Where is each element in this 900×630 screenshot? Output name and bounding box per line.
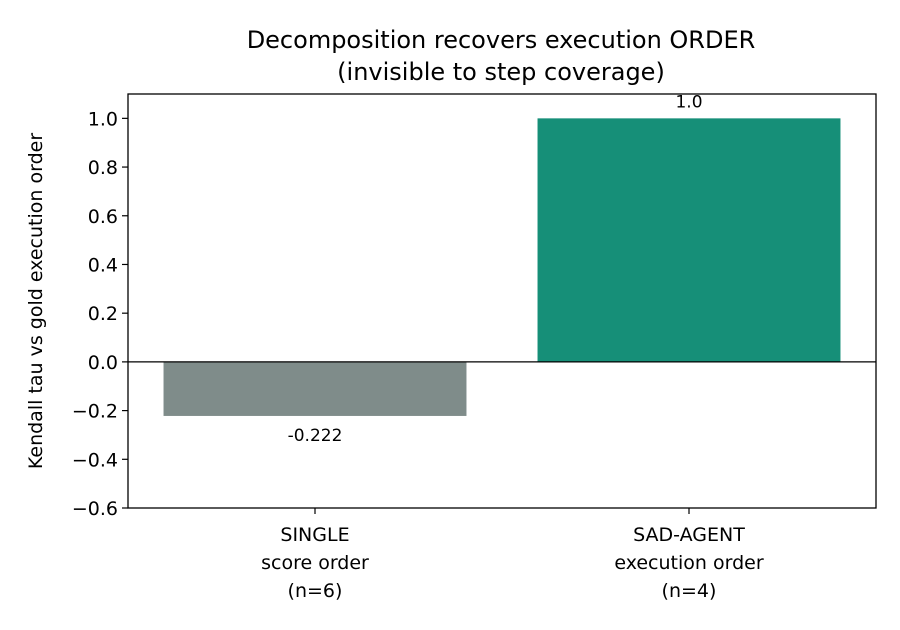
x-tick-label: SAD-AGENT	[633, 524, 745, 546]
x-tick-label: score order	[261, 552, 369, 574]
y-tick-label: −0.6	[72, 498, 118, 520]
x-tick-label: execution order	[614, 552, 763, 574]
y-tick-label: 0.2	[88, 303, 118, 325]
bars	[163, 118, 841, 416]
chart-title-line-2: (invisible to step coverage)	[337, 58, 665, 86]
y-tick-label: 0.0	[88, 352, 118, 374]
bar-value-label: 1.0	[675, 92, 702, 112]
value-labels: -0.222 1.0	[288, 92, 703, 446]
y-tick-label: −0.4	[72, 449, 118, 471]
y-tick-label: 0.6	[88, 206, 118, 228]
chart-title: Decomposition recovers execution ORDER (…	[247, 26, 756, 86]
y-tick-label: 1.0	[88, 108, 118, 130]
chart-title-line-1: Decomposition recovers execution ORDER	[247, 26, 756, 54]
x-tick-label: (n=4)	[662, 580, 717, 602]
y-tick-label: −0.2	[72, 401, 118, 423]
y-tick-label: 0.8	[88, 157, 118, 179]
y-tick-label: 0.4	[88, 254, 118, 276]
x-tick-label: (n=6)	[288, 580, 343, 602]
y-axis: −0.6 −0.4 −0.2 0.0 0.2 0.4 0.6 0.8 1.0	[72, 108, 128, 520]
bar	[537, 118, 841, 362]
bar	[163, 361, 467, 416]
bar-value-label: -0.222	[288, 426, 343, 446]
x-tick-label: SINGLE	[280, 524, 349, 546]
y-axis-label: Kendall tau vs gold execution order	[25, 133, 47, 469]
plot-frame	[127, 93, 877, 509]
x-axis: SINGLE score order (n=6) SAD-AGENT execution…	[261, 508, 764, 602]
